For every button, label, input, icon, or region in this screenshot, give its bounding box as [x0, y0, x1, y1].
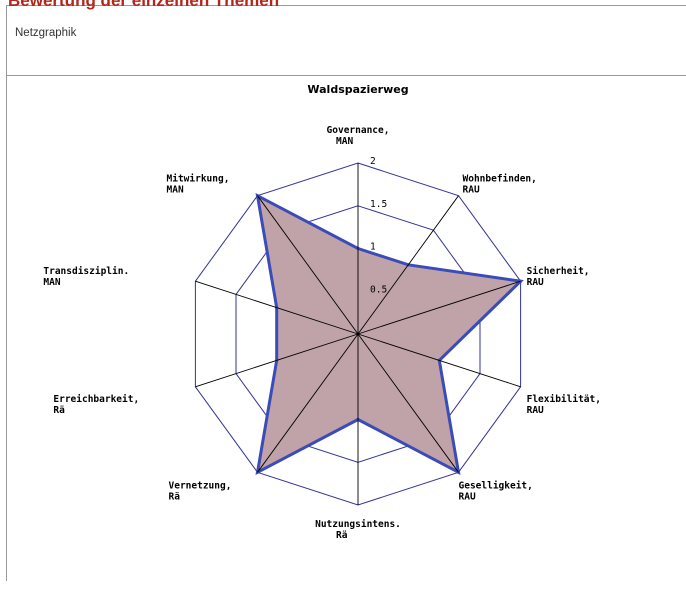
- spoke-2: [357, 195, 459, 335]
- tick-labels: 0.5 1 1.5 2: [370, 156, 387, 295]
- axis-label-10: Mitwirkung, MAN: [167, 174, 230, 196]
- spoke-5: [357, 333, 459, 473]
- axis-label-group: RAU: [459, 491, 476, 502]
- axis-label-name: Governance,: [327, 125, 390, 136]
- axis-label-name: Mitwirkung,: [167, 174, 230, 185]
- section-label: Netzgraphik: [15, 27, 77, 39]
- spokes: [195, 163, 521, 505]
- axis-label-group: Rä: [53, 405, 65, 416]
- axis-label-name: Sicherheit,: [527, 266, 590, 277]
- axis-label-5: Geselligkeit, RAU: [459, 480, 533, 502]
- header-frame: [6, 5, 686, 76]
- axis-label-group: MAN: [43, 277, 60, 288]
- spoke-10: [257, 195, 359, 335]
- spoke-9: [195, 280, 359, 335]
- axis-label-name: Wohnbefinden,: [463, 174, 537, 185]
- spoke-8: [195, 333, 359, 388]
- axis-label-4: Flexibilität, RAU: [527, 394, 601, 416]
- axis-label-7: Vernetzung, Rä: [169, 480, 232, 502]
- page-heading: Bewertung der einzelnen Themen: [8, 0, 280, 10]
- axis-label-group: MAN: [167, 185, 184, 196]
- series-layer: [255, 192, 524, 476]
- axis-label-name: Nutzungsintens.: [315, 519, 401, 530]
- tick-label-2: 1: [370, 242, 376, 253]
- axis-label-group: Rä: [336, 530, 348, 541]
- axis-label-name: Flexibilität,: [527, 394, 601, 405]
- tick-label-1: 0.5: [370, 284, 387, 295]
- axis-label-name: Transdisziplin.: [43, 266, 129, 277]
- spoke-7: [257, 333, 359, 473]
- tick-label-4: 2: [370, 156, 376, 167]
- axis-label-name: Vernetzung,: [169, 480, 232, 491]
- axis-label-group: RAU: [527, 277, 544, 288]
- axis-label-1: Governance, MAN: [327, 125, 390, 147]
- axis-label-group: Rä: [169, 491, 181, 502]
- content-frame-border: [6, 76, 7, 581]
- axis-label-8: Erreichbarkeit, Rä: [53, 394, 139, 416]
- axis-label-group: RAU: [527, 405, 544, 416]
- axis-label-6: Nutzungsintens. Rä: [315, 519, 401, 541]
- axis-label-group: MAN: [336, 136, 353, 147]
- spoke-4: [357, 333, 521, 388]
- series-area-1: [255, 192, 524, 476]
- axis-label-group: RAU: [463, 185, 480, 196]
- spoke-3: [357, 280, 521, 335]
- axis-label-name: Geselligkeit,: [459, 480, 533, 491]
- chart-title: Waldspazierweg: [307, 83, 408, 96]
- axis-label-9: Transdisziplin. MAN: [43, 266, 129, 288]
- axis-label-name: Erreichbarkeit,: [53, 394, 139, 405]
- tick-label-3: 1.5: [370, 199, 387, 210]
- axis-label-2: Wohnbefinden, RAU: [463, 174, 537, 196]
- axis-label-3: Sicherheit, RAU: [527, 266, 590, 288]
